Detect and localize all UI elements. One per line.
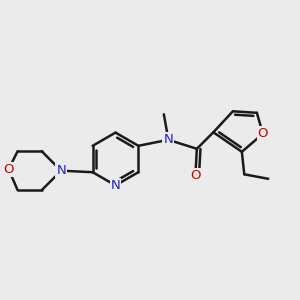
Text: O: O [3, 163, 14, 176]
Text: O: O [258, 127, 268, 140]
Text: N: N [164, 133, 173, 146]
Text: N: N [56, 164, 66, 177]
Text: N: N [111, 179, 120, 192]
Text: O: O [190, 169, 201, 182]
